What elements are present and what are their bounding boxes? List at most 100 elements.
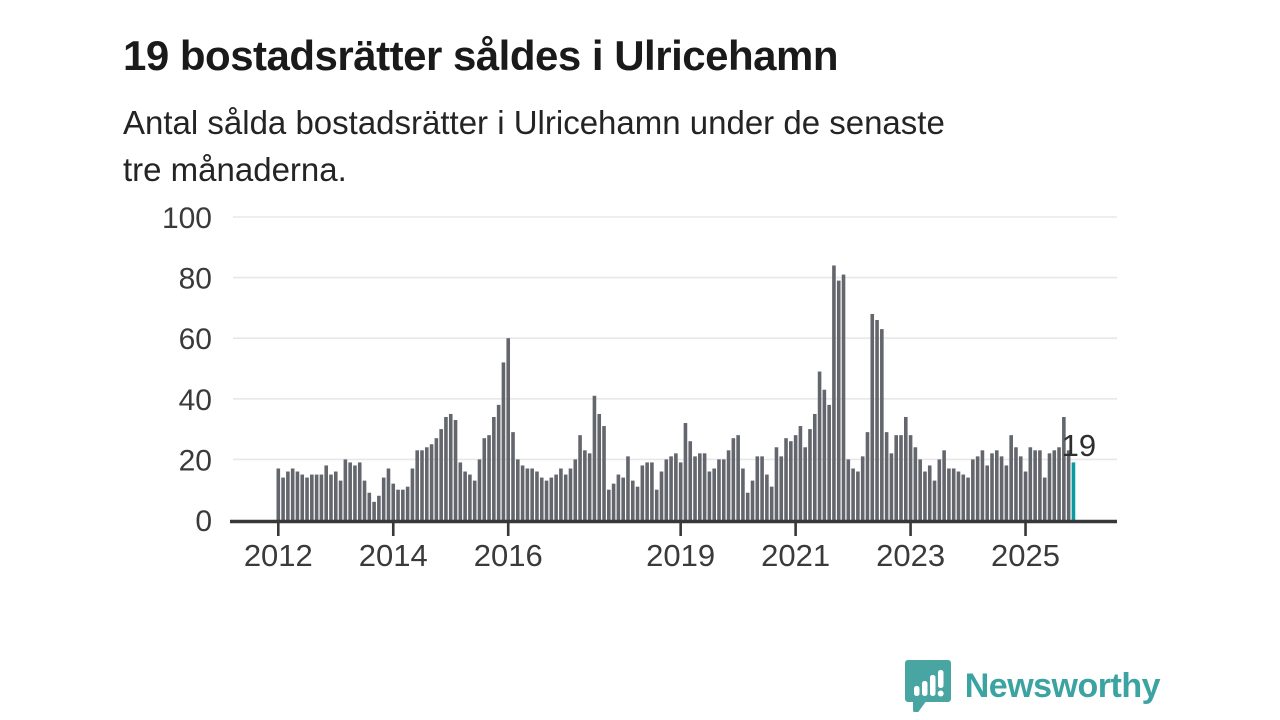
bar: [386, 468, 391, 520]
y-tick-label: 80: [179, 263, 212, 296]
bar: [587, 453, 592, 520]
bar: [822, 389, 827, 520]
x-tick-label: 2019: [646, 538, 715, 573]
bar: [583, 450, 587, 520]
bar: [362, 480, 367, 520]
bar: [798, 426, 803, 520]
bar: [894, 435, 899, 520]
bar: [990, 453, 994, 520]
bar: [937, 459, 942, 520]
bar: [1057, 447, 1061, 520]
bar: [415, 450, 420, 520]
bar: [903, 416, 908, 520]
bar: [808, 429, 812, 520]
bar: [453, 420, 458, 520]
bar: [319, 474, 324, 520]
bar: [1042, 477, 1047, 520]
bar: [463, 471, 467, 520]
bar: [884, 432, 889, 520]
y-tick-label: 100: [162, 202, 212, 235]
bar: [305, 477, 309, 520]
bar: [846, 459, 851, 520]
newsworthy-logo-icon: [904, 660, 951, 712]
bar: [707, 471, 712, 520]
bar: [516, 459, 520, 520]
bar: [731, 438, 736, 520]
bar: [750, 480, 755, 520]
bar: [290, 468, 295, 520]
y-tick-label: 20: [179, 444, 212, 477]
bar: [812, 413, 817, 520]
bar: [832, 265, 836, 520]
x-tick-label: 2014: [359, 538, 428, 573]
chart-subtitle-line1: Antal sålda bostadsrätter i Ulricehamn u…: [123, 104, 945, 141]
x-tick-label: 2012: [244, 538, 313, 573]
bar: [616, 474, 621, 520]
bar: [597, 413, 602, 520]
bar: [286, 471, 290, 520]
bar: [827, 404, 831, 520]
bar: [424, 447, 429, 520]
bar: [343, 459, 348, 520]
bar: [391, 483, 396, 520]
bar: [348, 462, 352, 520]
bar: [951, 468, 956, 520]
bar: [477, 459, 482, 520]
bar: [482, 438, 487, 520]
bar: [439, 429, 443, 520]
bar: [913, 447, 918, 520]
bar: [736, 435, 740, 520]
bar: [324, 465, 328, 520]
bar: [836, 280, 841, 520]
x-tick-label: 2025: [991, 538, 1060, 573]
bar: [947, 468, 951, 520]
bar: [568, 468, 573, 520]
bar: [429, 444, 434, 520]
bar: [741, 468, 745, 520]
bar: [654, 489, 659, 520]
bar: [420, 450, 424, 520]
bar: [338, 480, 343, 520]
bar: [621, 477, 625, 520]
bar: [1062, 416, 1066, 520]
y-tick-label: 40: [179, 384, 212, 417]
x-tick-label: 2021: [761, 538, 830, 573]
bar: [1052, 450, 1057, 520]
bar: [995, 450, 999, 520]
bar: [899, 435, 903, 520]
bar: [693, 456, 697, 520]
bar: [501, 362, 506, 520]
chart-subtitle: Antal sålda bostadsrätter i Ulricehamn u…: [123, 99, 945, 193]
bar: [410, 468, 415, 520]
bar: [1033, 450, 1037, 520]
bar: [793, 435, 798, 520]
y-tick-label: 0: [195, 505, 212, 538]
bar: [789, 441, 793, 520]
bar: [985, 465, 990, 520]
brand-wordmark: Newsworthy: [964, 666, 1161, 705]
bar: [525, 468, 530, 520]
bar: [698, 453, 702, 520]
bar: [1004, 465, 1009, 520]
bar: [942, 450, 946, 520]
bar: [664, 459, 669, 520]
bar: [372, 501, 376, 520]
bar: [329, 474, 333, 520]
bar: [645, 462, 649, 520]
value-annotation: 19: [1062, 428, 1096, 463]
bar: [851, 468, 855, 520]
bar: [448, 413, 453, 520]
bar: [472, 480, 477, 520]
bar: [611, 483, 616, 520]
bar: [760, 456, 764, 520]
bar: [333, 471, 338, 520]
bar: [860, 456, 865, 520]
bar: [1009, 435, 1013, 520]
bar: [602, 426, 606, 520]
bar: [300, 474, 305, 520]
bar: [640, 465, 645, 520]
bar: [314, 474, 319, 520]
bar: [401, 489, 405, 520]
bar: [717, 459, 721, 520]
